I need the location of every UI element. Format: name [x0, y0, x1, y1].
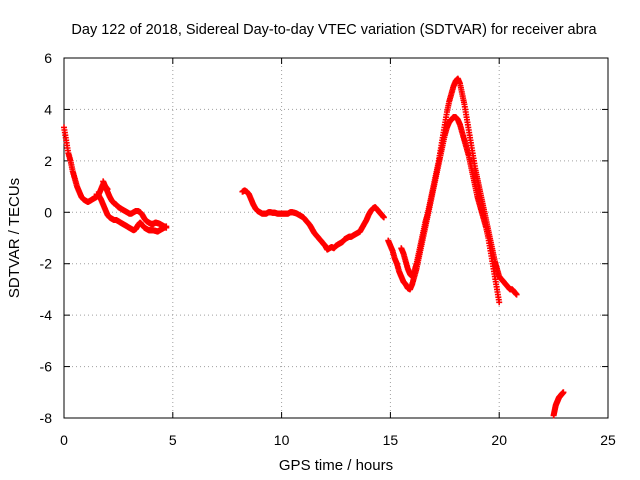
data-point — [513, 291, 520, 298]
x-tick-labels: 0 5 10 15 20 25 — [60, 432, 616, 448]
y-tick-label: 2 — [44, 153, 52, 169]
chart-title: Day 122 of 2018, Sidereal Day-to-day VTE… — [71, 22, 597, 38]
x-tick-label: 5 — [169, 432, 177, 448]
x-tick-label: 10 — [274, 432, 290, 448]
y-tick-label: -2 — [40, 256, 53, 272]
x-tick-label: 0 — [60, 432, 68, 448]
y-tick-label: 0 — [44, 204, 52, 220]
data-point — [496, 299, 503, 306]
axis-ticks — [63, 57, 609, 419]
x-tick-label: 25 — [600, 432, 616, 448]
x-tick-label: 15 — [383, 432, 399, 448]
y-tick-label: -8 — [40, 410, 53, 426]
y-tick-labels: -8 -6 -4 -2 0 2 4 6 — [40, 50, 53, 426]
data-point — [163, 224, 170, 231]
y-tick-label: -4 — [40, 307, 53, 323]
grid-lines — [64, 58, 608, 418]
plot-frame — [63, 57, 609, 419]
data-points — [61, 75, 567, 419]
y-tick-label: -6 — [40, 359, 53, 375]
y-tick-label: 4 — [44, 101, 52, 117]
y-tick-label: 6 — [44, 50, 52, 66]
x-tick-label: 20 — [491, 432, 507, 448]
x-axis-label: GPS time / hours — [279, 457, 393, 474]
y-axis-label: SDTVAR / TECUs — [6, 178, 23, 298]
data-point — [380, 214, 387, 221]
data-point — [560, 389, 567, 396]
